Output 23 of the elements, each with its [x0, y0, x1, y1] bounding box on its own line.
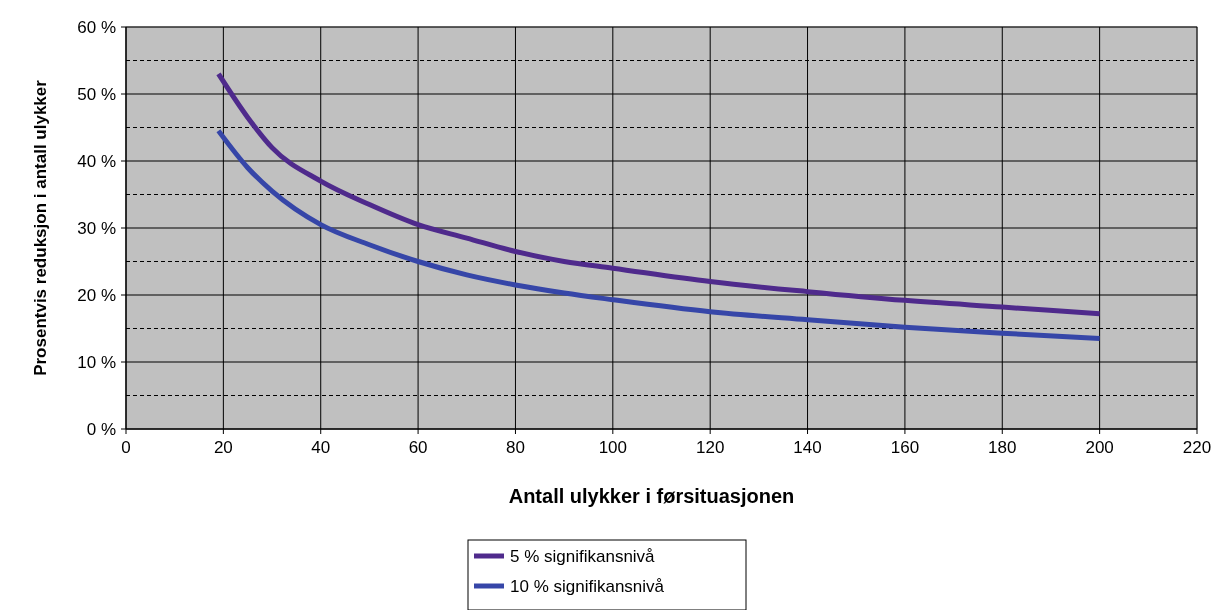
legend-label: 10 % signifikansnivå [510, 576, 665, 596]
y-tick-label: 20 % [77, 285, 116, 305]
x-tick-label: 80 [505, 438, 525, 457]
y-tick-label: 40 % [77, 151, 116, 171]
y-axis-title: Prosentvis reduksjon i antall ulykker [31, 79, 50, 376]
y-tick-label: 30 % [77, 218, 116, 238]
x-tick-label: 160 [890, 438, 920, 457]
legend-label: 5 % signifikansnivå [510, 546, 656, 566]
y-tick-label: 10 % [77, 352, 116, 372]
y-tick-label: 50 % [77, 84, 116, 104]
y-tick-label: 60 % [77, 17, 116, 37]
x-tick-label: 200 [1085, 438, 1114, 457]
x-tick-label: 40 [311, 438, 331, 457]
y-tick-label: 0 % [86, 419, 116, 439]
x-tick-label: 60 [408, 438, 428, 457]
x-axis-title: Antall ulykker i førsituasjonen [508, 485, 795, 507]
x-tick-label: 220 [1182, 438, 1212, 457]
x-tick-label: 120 [695, 438, 725, 457]
x-tick-label: 20 [213, 438, 233, 457]
x-tick-label: 140 [793, 438, 822, 457]
x-tick-label: 100 [598, 438, 628, 457]
x-tick-label: 0 [121, 438, 131, 457]
x-tick-label: 180 [988, 438, 1017, 457]
